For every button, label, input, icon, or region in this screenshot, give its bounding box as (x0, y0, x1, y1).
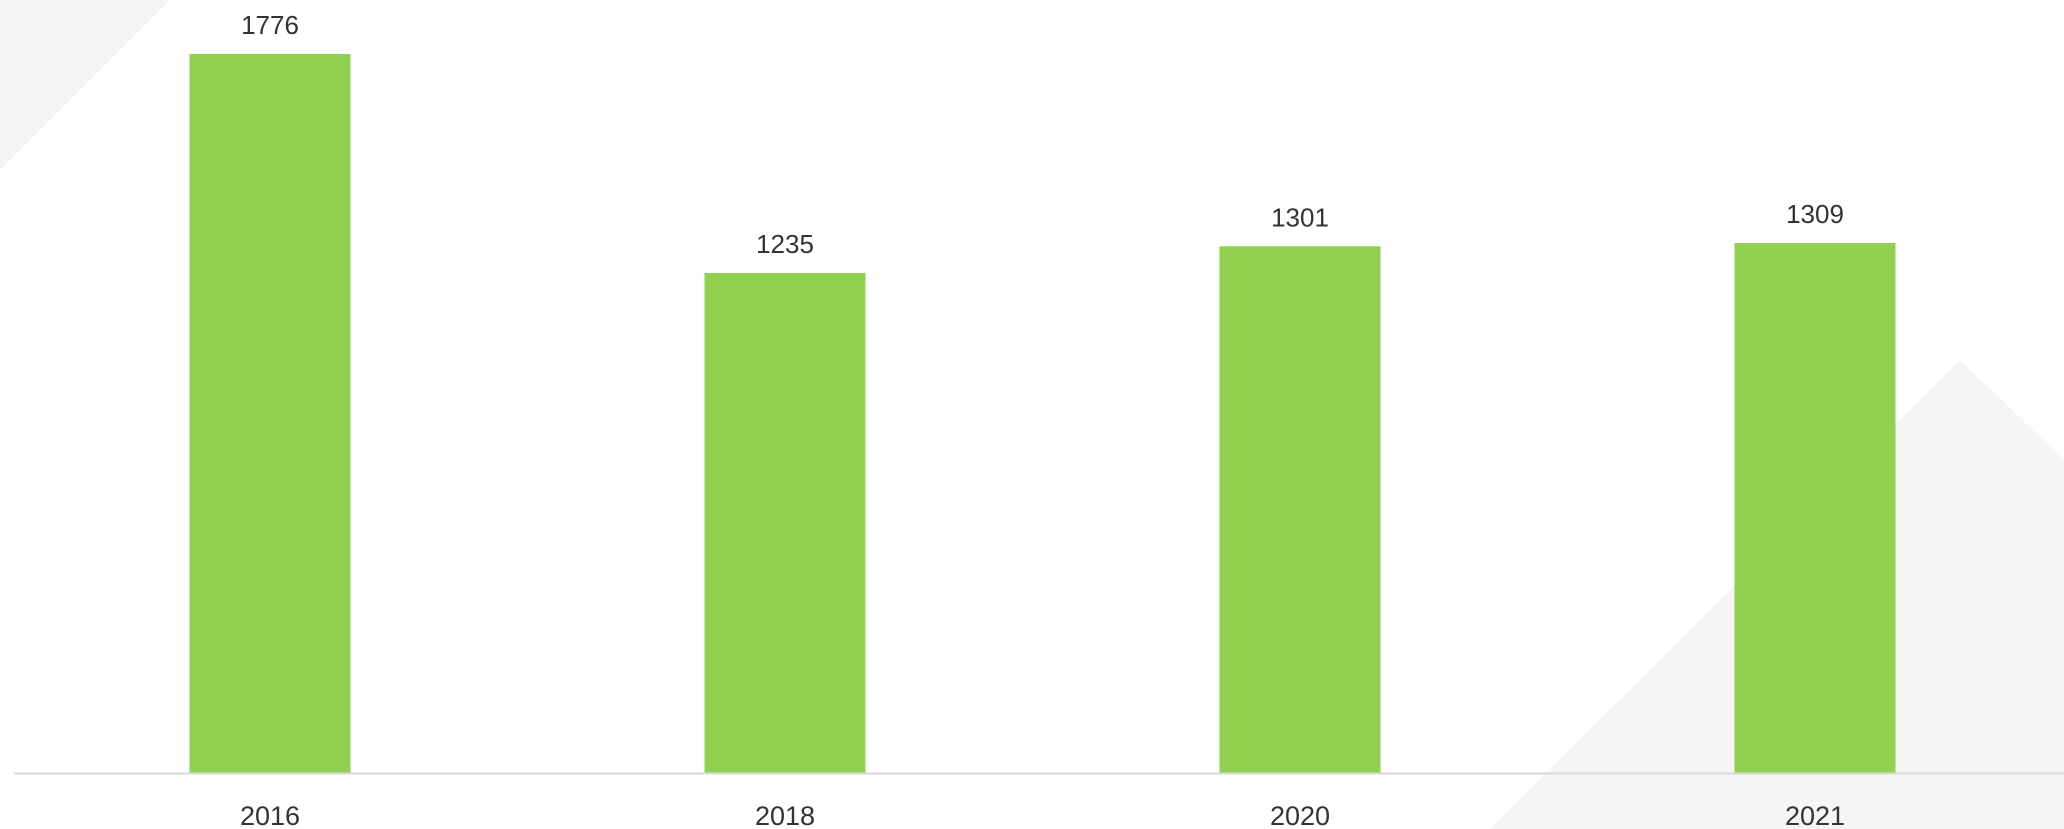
data-label-2018: 1235 (756, 229, 814, 259)
bar-2018 (704, 273, 866, 773)
x-tick-label-2016: 2016 (240, 801, 300, 829)
value-labels-group: 1776 1235 1301 1309 (241, 10, 1844, 259)
x-tick-labels-group: 2016 2018 2020 2021 (240, 801, 1845, 829)
bar-2020 (1219, 246, 1381, 773)
background-triangle-top-left (0, 0, 170, 170)
bar-2016 (189, 54, 351, 773)
x-tick-label-2018: 2018 (755, 801, 815, 829)
x-tick-label-2021: 2021 (1785, 801, 1845, 829)
data-label-2020: 1301 (1271, 202, 1329, 232)
bars-group (189, 54, 1896, 773)
bar-2021 (1734, 243, 1896, 773)
data-label-2021: 1309 (1786, 199, 1844, 229)
data-label-2016: 1776 (241, 10, 299, 40)
x-tick-label-2020: 2020 (1270, 801, 1330, 829)
